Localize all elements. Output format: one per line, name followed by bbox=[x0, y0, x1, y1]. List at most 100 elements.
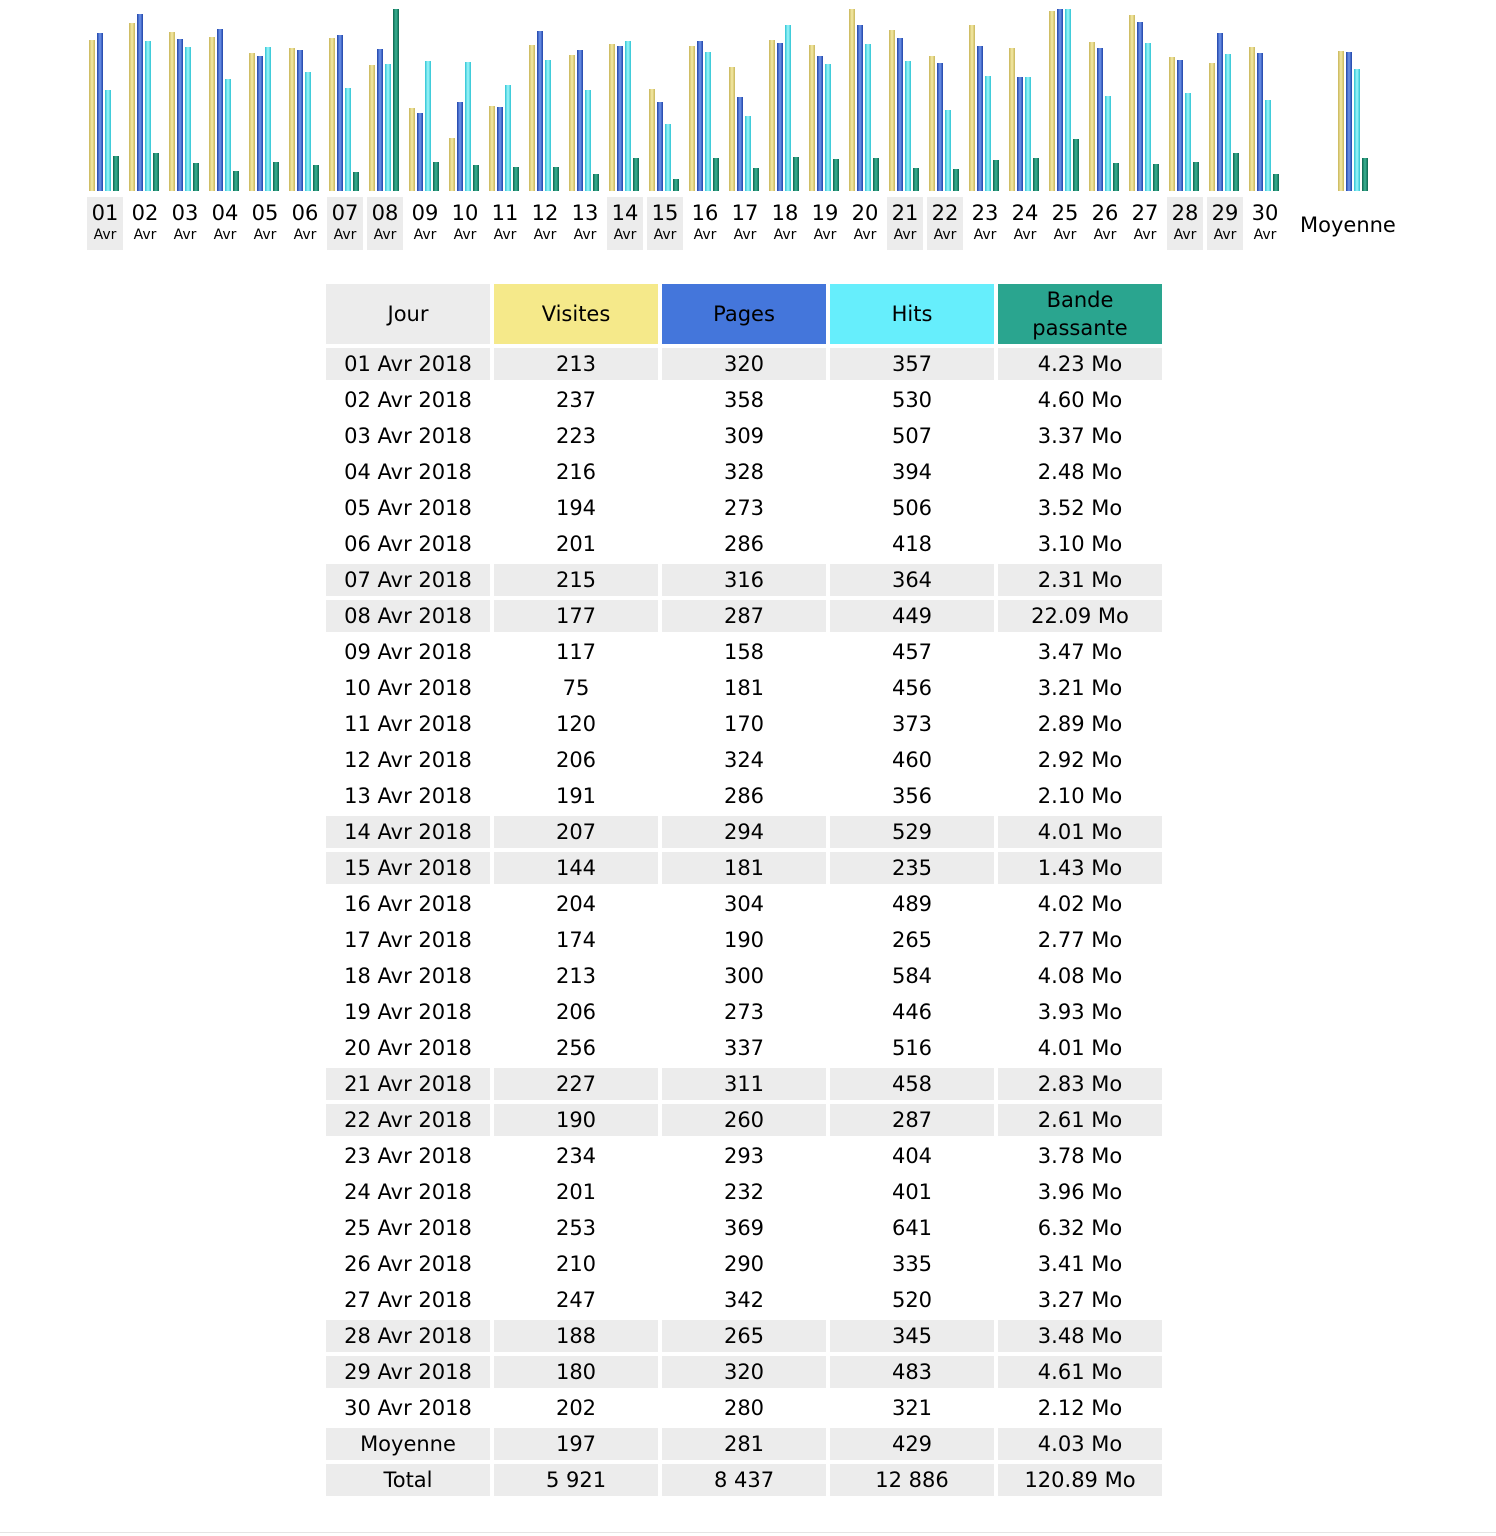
cell-hits: 458 bbox=[830, 1068, 994, 1100]
day-07-visits-bar bbox=[329, 38, 335, 191]
cell-day: Moyenne bbox=[326, 1428, 490, 1460]
cell-day: 21 Avr 2018 bbox=[326, 1068, 490, 1100]
cell-day: 11 Avr 2018 bbox=[344, 712, 472, 736]
table-row: 02 Avr 2018 237 358 530 4.60 Mo bbox=[326, 384, 1162, 416]
cell-visits: 201 bbox=[555, 532, 597, 556]
x-tick-month: Avr bbox=[773, 227, 797, 243]
cell-pages: 358 bbox=[723, 388, 765, 412]
day-24-pages-bar bbox=[1017, 77, 1023, 191]
cell-hits: 520 bbox=[891, 1288, 933, 1312]
x-tick-label: 20 Avr bbox=[847, 197, 883, 250]
day-20-hits-bar bbox=[865, 44, 871, 191]
day-07-pages-bar bbox=[337, 35, 343, 191]
cell-bandwidth: 3.21 Mo bbox=[1037, 676, 1123, 700]
x-tick-label: 16 Avr bbox=[687, 197, 723, 250]
x-tick-month: Avr bbox=[533, 227, 557, 243]
x-tick-day: 25 bbox=[1051, 201, 1079, 225]
day-13-hits-bar bbox=[585, 90, 591, 191]
x-tick-month: Avr bbox=[133, 227, 157, 243]
cell-visits: 213 bbox=[555, 964, 597, 988]
x-tick-day: 21 bbox=[891, 201, 919, 225]
day-17-visits-bar bbox=[729, 67, 735, 191]
x-tick-month: Avr bbox=[933, 227, 957, 243]
cell-day: 12 Avr 2018 bbox=[344, 748, 472, 772]
cell-day: 20 Avr 2018 bbox=[344, 1036, 472, 1060]
cell-visits: 216 bbox=[555, 460, 597, 484]
x-tick-label: 02 Avr bbox=[127, 197, 163, 250]
cell-bandwidth: 4.03 Mo bbox=[998, 1428, 1162, 1460]
x-tick-month: Avr bbox=[213, 227, 237, 243]
day-16-bandwidth-bar bbox=[713, 158, 719, 191]
day-29-pages-bar bbox=[1217, 33, 1223, 191]
cell-hits: 507 bbox=[891, 424, 933, 448]
cell-hits: 364 bbox=[830, 564, 994, 596]
day-06-bandwidth-bar bbox=[313, 165, 319, 191]
x-tick-label: 24 Avr bbox=[1007, 197, 1043, 250]
x-tick-day: 06 bbox=[291, 201, 319, 225]
x-tick-label: 21 Avr bbox=[887, 197, 923, 250]
day-21-hits-bar bbox=[905, 61, 911, 191]
cell-visits: 204 bbox=[555, 892, 597, 916]
cell-bandwidth: 1.43 Mo bbox=[998, 852, 1162, 884]
table-row: 03 Avr 2018 223 309 507 3.37 Mo bbox=[326, 420, 1162, 452]
cell-hits: 429 bbox=[830, 1428, 994, 1460]
day-08-hits-bar bbox=[385, 64, 391, 191]
x-tick-label: 09 Avr bbox=[407, 197, 443, 250]
day-19-bandwidth-bar bbox=[833, 159, 839, 191]
table-row: 23 Avr 2018 234 293 404 3.78 Mo bbox=[326, 1140, 1162, 1172]
day-10-visits-bar bbox=[449, 138, 455, 191]
cell-day: 10 Avr 2018 bbox=[344, 676, 472, 700]
day-28-pages-bar bbox=[1177, 60, 1183, 191]
cell-hits: 446 bbox=[891, 1000, 933, 1024]
table-row: 17 Avr 2018 174 190 265 2.77 Mo bbox=[326, 924, 1162, 956]
bottom-divider bbox=[0, 1532, 1496, 1533]
cell-bandwidth: 4.61 Mo bbox=[998, 1356, 1162, 1388]
x-tick-label: 18 Avr bbox=[767, 197, 803, 250]
cell-day: 18 Avr 2018 bbox=[344, 964, 472, 988]
x-tick-day: 04 bbox=[211, 201, 239, 225]
x-tick-month: Avr bbox=[413, 227, 437, 243]
day-21-pages-bar bbox=[897, 38, 903, 191]
cell-day: 26 Avr 2018 bbox=[344, 1252, 472, 1276]
cell-bandwidth: 3.37 Mo bbox=[1037, 424, 1123, 448]
cell-visits: 180 bbox=[494, 1356, 658, 1388]
x-tick-month: Avr bbox=[1013, 227, 1037, 243]
cell-visits: 206 bbox=[555, 1000, 597, 1024]
cell-bandwidth: 2.48 Mo bbox=[1037, 460, 1123, 484]
day-03-bandwidth-bar bbox=[193, 163, 199, 191]
day-03-hits-bar bbox=[185, 47, 191, 191]
x-tick-month: Avr bbox=[493, 227, 517, 243]
day-30-pages-bar bbox=[1257, 53, 1263, 191]
cell-visits: 207 bbox=[494, 816, 658, 848]
x-tick-day: 17 bbox=[731, 201, 759, 225]
day-15-pages-bar bbox=[657, 102, 663, 191]
x-tick-day: 19 bbox=[811, 201, 839, 225]
cell-pages: 369 bbox=[723, 1216, 765, 1240]
cell-visits: 227 bbox=[494, 1068, 658, 1100]
x-tick-day: 24 bbox=[1011, 201, 1039, 225]
average-visits-bar bbox=[1338, 51, 1344, 191]
cell-pages: 324 bbox=[723, 748, 765, 772]
cell-visits: 5 921 bbox=[494, 1464, 658, 1496]
day-01-hits-bar bbox=[105, 90, 111, 191]
average-bandwidth-bar bbox=[1362, 158, 1368, 191]
cell-hits: 530 bbox=[891, 388, 933, 412]
table-row: 22 Avr 2018 190 260 287 2.61 Mo bbox=[326, 1104, 1162, 1136]
cell-hits: 394 bbox=[891, 460, 933, 484]
x-tick-day: 07 bbox=[331, 201, 359, 225]
cell-hits: 460 bbox=[891, 748, 933, 772]
table-row: 13 Avr 2018 191 286 356 2.10 Mo bbox=[326, 780, 1162, 812]
x-tick-label: 08 Avr bbox=[367, 197, 403, 250]
cell-visits: 177 bbox=[494, 600, 658, 632]
day-25-hits-bar bbox=[1065, 9, 1071, 191]
x-tick-month: Avr bbox=[853, 227, 877, 243]
cell-bandwidth: 3.47 Mo bbox=[1037, 640, 1123, 664]
cell-pages: 320 bbox=[662, 348, 826, 380]
cell-visits: 210 bbox=[555, 1252, 597, 1276]
day-30-hits-bar bbox=[1265, 100, 1271, 191]
day-28-visits-bar bbox=[1169, 57, 1175, 191]
cell-hits: 489 bbox=[891, 892, 933, 916]
table-row: 21 Avr 2018 227 311 458 2.83 Mo bbox=[326, 1068, 1162, 1100]
day-08-visits-bar bbox=[369, 65, 375, 191]
cell-hits: 287 bbox=[830, 1104, 994, 1136]
